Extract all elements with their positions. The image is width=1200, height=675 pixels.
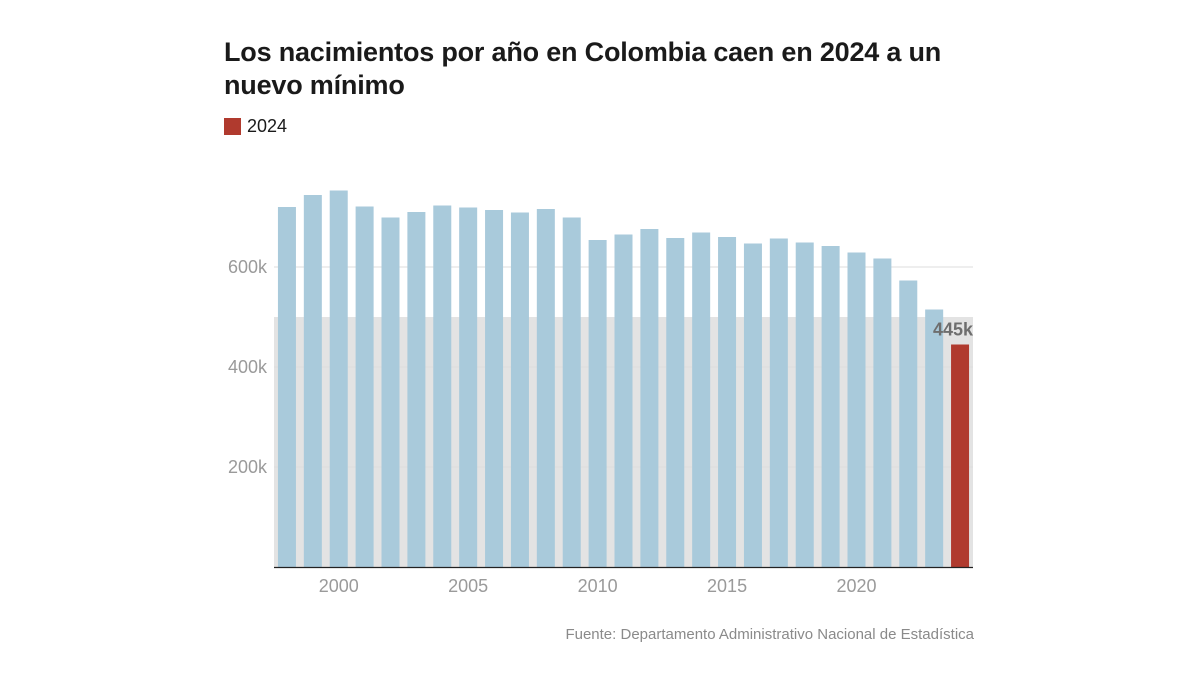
bar bbox=[743, 243, 762, 567]
bar bbox=[433, 205, 452, 567]
bar bbox=[873, 258, 892, 567]
axis-layer: 200k 400k 600k 2000 2005 2010 2015 2020 bbox=[228, 257, 973, 596]
bar bbox=[485, 210, 504, 567]
chart-title: Los nacimientos por año en Colombia caen… bbox=[224, 37, 942, 100]
bar bbox=[666, 238, 685, 567]
bar bbox=[381, 217, 400, 567]
bar bbox=[355, 206, 374, 567]
legend: 2024 bbox=[224, 116, 287, 137]
bar bbox=[640, 229, 659, 567]
bar bbox=[303, 195, 322, 567]
bar-layer bbox=[277, 190, 970, 567]
x-tick-label: 2020 bbox=[836, 576, 876, 596]
bar bbox=[692, 232, 711, 567]
bar bbox=[459, 207, 478, 567]
y-tick-label: 400k bbox=[228, 357, 268, 377]
bar bbox=[769, 238, 788, 567]
bar bbox=[847, 252, 866, 567]
bar bbox=[407, 212, 426, 567]
data-label: 445k bbox=[933, 320, 974, 340]
x-tick-label: 2010 bbox=[578, 576, 618, 596]
bar bbox=[329, 190, 348, 567]
source-note: Fuente: Departamento Administrativo Naci… bbox=[565, 626, 974, 643]
bar bbox=[588, 240, 607, 567]
bar bbox=[536, 209, 555, 567]
label-layer: 445k bbox=[933, 320, 974, 340]
bar bbox=[614, 234, 633, 567]
x-tick-label: 2015 bbox=[707, 576, 747, 596]
bar-highlight bbox=[951, 344, 970, 567]
bar bbox=[510, 212, 529, 567]
bar bbox=[277, 207, 296, 567]
legend-swatch bbox=[224, 118, 241, 135]
x-tick-label: 2005 bbox=[448, 576, 488, 596]
bar bbox=[718, 237, 737, 567]
bar bbox=[821, 246, 840, 567]
y-tick-label: 600k bbox=[228, 257, 268, 277]
bar bbox=[795, 242, 814, 567]
x-tick-label: 2000 bbox=[319, 576, 359, 596]
y-tick-label: 200k bbox=[228, 457, 268, 477]
bar bbox=[925, 309, 944, 567]
bar bbox=[562, 217, 581, 567]
bar bbox=[899, 280, 918, 567]
legend-label: 2024 bbox=[247, 116, 288, 136]
